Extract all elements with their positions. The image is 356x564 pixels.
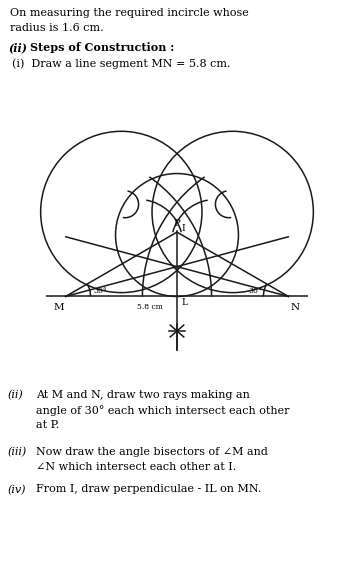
Text: radius is 1.6 cm.: radius is 1.6 cm. [10,23,104,33]
Text: (iv): (iv) [8,484,26,495]
Text: At M and N, draw two rays making an: At M and N, draw two rays making an [36,390,250,400]
Text: (ii): (ii) [8,42,27,53]
Text: On measuring the required incircle whose: On measuring the required incircle whose [10,8,249,18]
Text: From I, draw perpendiculае - IL on MN.: From I, draw perpendiculае - IL on MN. [36,484,261,495]
Text: (iii): (iii) [8,447,27,457]
Text: angle of 30° each which intersect each other: angle of 30° each which intersect each o… [36,405,289,416]
Text: P: P [174,218,180,227]
Text: L: L [182,298,188,307]
Text: 30°: 30° [93,287,107,295]
Text: at P.: at P. [36,420,59,430]
Text: N: N [290,303,299,312]
Text: Steps of Construction :: Steps of Construction : [30,42,174,53]
Text: (i)  Draw a line segment MN = 5.8 cm.: (i) Draw a line segment MN = 5.8 cm. [12,58,230,69]
Text: Now draw the angle bisectors of ∠M and: Now draw the angle bisectors of ∠M and [36,447,268,457]
Text: 5.8 cm: 5.8 cm [137,303,163,311]
Text: 30°: 30° [248,287,262,295]
Text: I: I [182,224,185,233]
Text: (ii): (ii) [8,390,24,400]
Text: ∠N which intersect each other at I.: ∠N which intersect each other at I. [36,462,236,472]
Text: M: M [53,303,64,312]
